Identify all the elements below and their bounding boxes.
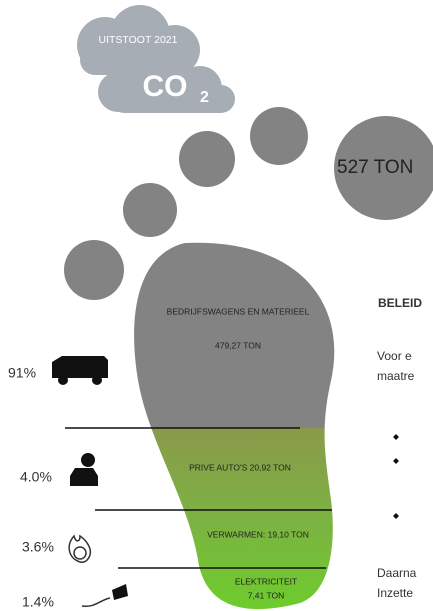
side-line: Voor e: [377, 349, 412, 363]
share: 4.0%: [20, 469, 52, 485]
segment-label: ELEKTRICITEIT: [235, 576, 297, 586]
foot: [100, 230, 360, 611]
share: 3.6%: [22, 539, 54, 555]
badge-label: UITSTOOT 2021: [99, 34, 178, 46]
total-label: 527 TON: [337, 157, 413, 178]
share: 91%: [8, 365, 36, 381]
badge-formula: CO: [143, 70, 188, 103]
side-line: maatre: [377, 369, 415, 383]
segment-amount: 7,41 TON: [248, 590, 285, 600]
badge-subscript: 2: [200, 89, 209, 106]
side-line: Inzette: [377, 586, 413, 600]
segment-amount: 479,27 TON: [215, 340, 261, 350]
segment-label: BEDRIJFSWAGENS EN MATERIEEL: [167, 306, 310, 316]
segment-label: VERWARMEN: 19,10 TON: [207, 529, 309, 539]
bullets: [393, 434, 399, 519]
infographic: UITSTOOT 2021 CO 2 527 TON BEDRIJFSWAGEN…: [0, 0, 433, 611]
van-icon: [52, 356, 108, 385]
plug-icon: [82, 584, 128, 606]
side-line: Daarna: [377, 566, 417, 580]
side-heading: BELEID: [378, 296, 422, 310]
segment-label: PRIVE AUTO'S 20,92 TON: [189, 462, 291, 472]
flame-icon: [69, 536, 90, 562]
share: 1.4%: [22, 594, 54, 610]
car-icon: [70, 453, 98, 486]
